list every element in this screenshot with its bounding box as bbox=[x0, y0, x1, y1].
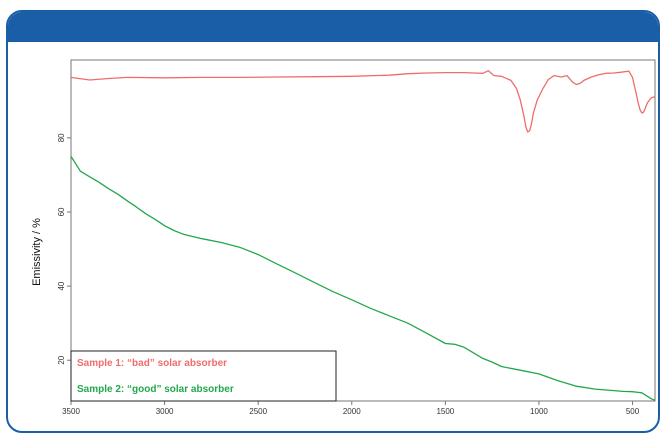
x-tick-label: 500 bbox=[626, 407, 640, 416]
legend-entry-sample-2: Sample 2: “good” solar absorber bbox=[77, 384, 234, 395]
y-tick-label: 40 bbox=[57, 281, 66, 290]
y-tick-label: 60 bbox=[57, 207, 66, 216]
y-axis-label: Emissivity / % bbox=[31, 218, 43, 286]
x-tick-label: 1500 bbox=[436, 407, 454, 416]
x-tick-label: 1000 bbox=[530, 407, 548, 416]
plot-area bbox=[70, 59, 656, 402]
y-tick-label: 20 bbox=[57, 355, 66, 364]
series-line-sample-1 bbox=[70, 70, 656, 133]
legend-box bbox=[70, 350, 337, 402]
x-tick-label: 3000 bbox=[156, 407, 174, 416]
series-line-sample-2 bbox=[70, 156, 656, 401]
legend-entry-sample-1: Sample 1: “bad” solar absorber bbox=[77, 358, 227, 369]
frame-header-bar bbox=[8, 12, 658, 42]
x-tick-label: 3500 bbox=[62, 407, 80, 416]
x-tick-label: 2000 bbox=[343, 407, 361, 416]
x-tick-label: 2500 bbox=[249, 407, 267, 416]
y-tick-label: 80 bbox=[57, 133, 66, 142]
